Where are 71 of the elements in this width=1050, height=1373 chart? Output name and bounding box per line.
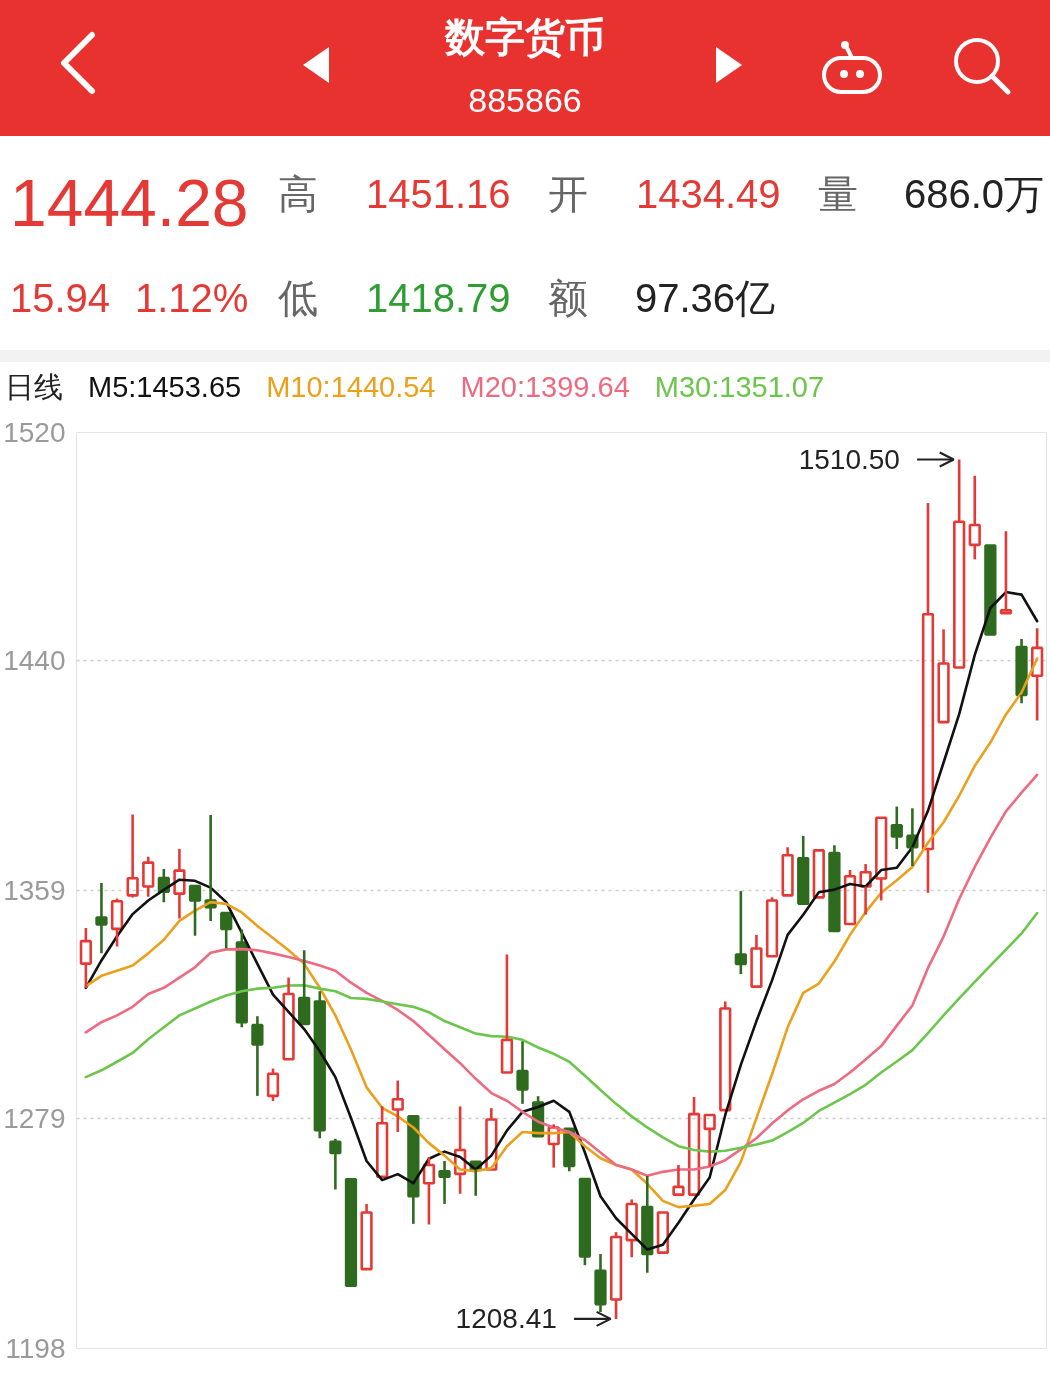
line-series [84,911,1039,1153]
candlestick [438,1159,451,1206]
candlestick [890,805,903,851]
candlestick [921,501,935,895]
y-tick-label: 1440 [3,644,66,676]
text: 额 [548,275,588,322]
candlestick [282,976,295,1061]
text: 1418.79 [366,275,511,322]
text: M5:1453.65 [88,370,242,406]
text: 量 [818,171,858,218]
chart-title: 数字货币 [443,14,606,61]
text: 高 [278,171,318,218]
candlestick [188,884,202,938]
line-series [84,590,1039,1251]
candlestick [953,458,966,669]
candlestick [454,1105,467,1196]
text: 97.36亿 [635,275,776,322]
candlestick [391,1079,404,1134]
candlestick [781,845,794,897]
candlestick [999,529,1013,615]
y-tick-label: 1359 [3,875,66,906]
candlestick [126,813,139,899]
candlestick [313,989,326,1140]
candlestick [516,1039,529,1106]
chart-subtitle: 885866 [467,80,583,121]
text: 686.0万 [904,171,1045,218]
annotation: 1510.50 [798,444,900,476]
candlestick [500,953,514,1074]
candlestick [360,1202,373,1271]
candlestick [641,1174,654,1275]
y-tick-label: 1198 [5,1333,66,1364]
candlestick [329,1137,342,1191]
candlestick [984,544,997,636]
text: 1.12% [135,275,249,322]
text: M20:1399.64 [460,370,630,406]
candlestick [1015,637,1028,705]
text: M30:1351.07 [654,370,825,406]
line-series [84,773,1039,1178]
candlestick [142,855,155,899]
candlestick [937,628,950,724]
candlestick [656,1211,669,1254]
candlestick [625,1198,638,1259]
legend-title: 日线 [5,370,63,406]
candlestick [750,933,763,988]
candlestick [703,1113,716,1168]
candlestick [672,1163,685,1196]
candlestick [1031,627,1044,722]
text: 开 [548,171,588,218]
text: 15.94 [10,275,111,322]
candlestick [719,1000,732,1112]
text: M10:1440.54 [266,370,436,406]
candlestick [812,849,825,899]
text: 1434.49 [636,171,781,218]
text: 1444.28 [10,165,249,242]
annotation: 1208.41 [455,1303,557,1335]
candlestick [968,474,981,561]
y-tick-label: 1279 [3,1102,66,1134]
candlestick [95,881,108,955]
candlestick [828,843,841,933]
candlestick [797,834,810,905]
candlestick [251,1014,264,1098]
text: 低 [278,275,318,322]
candlestick [173,847,186,920]
text: 1451.16 [366,171,511,218]
candlestick [220,911,233,950]
candlestick [594,1252,607,1314]
y-tick-label: 1520 [3,417,66,448]
candlestick [875,816,888,902]
candlestick [407,1115,420,1226]
candlestick [298,948,311,1026]
candlestick [344,1177,358,1287]
